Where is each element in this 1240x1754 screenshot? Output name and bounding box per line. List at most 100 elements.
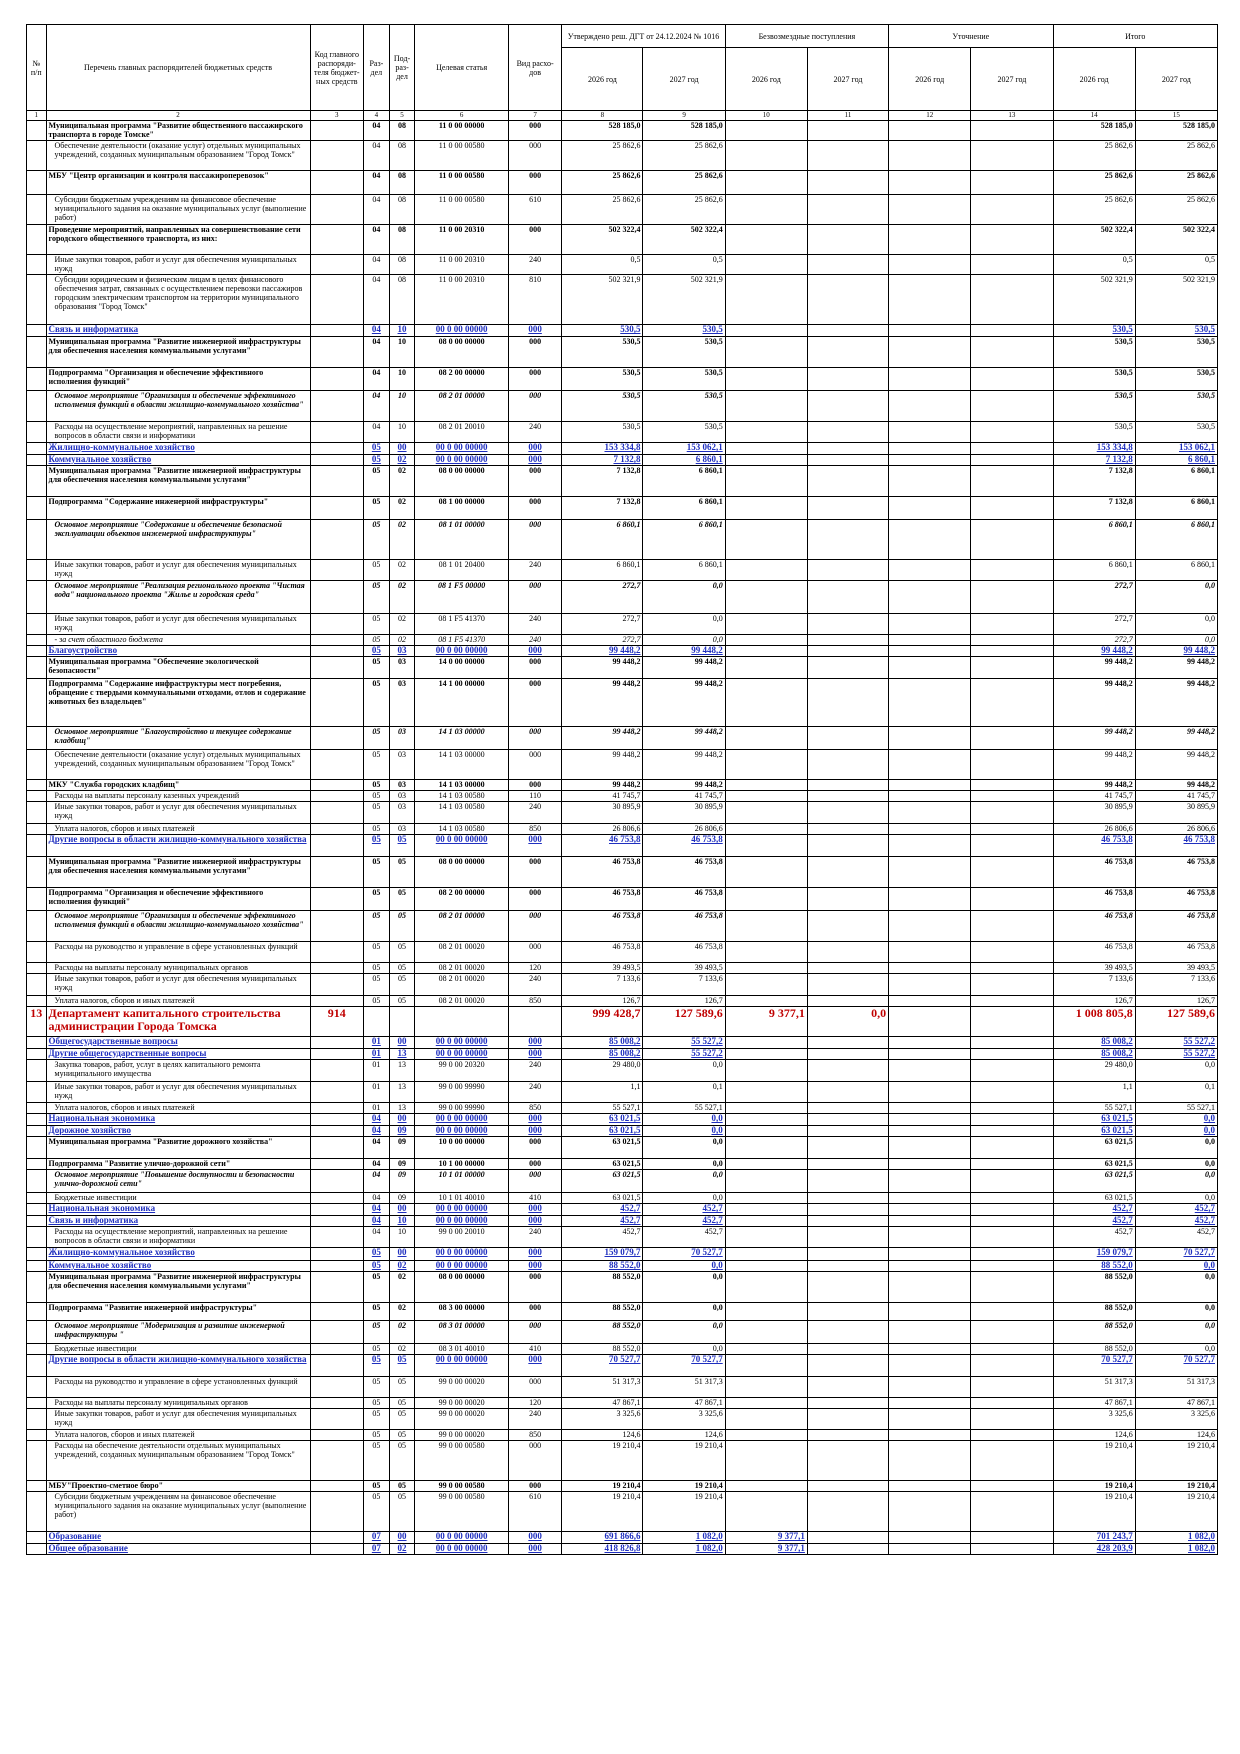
cell-subsection: 02 — [388, 454, 416, 466]
cell-number — [26, 749, 47, 780]
cell-gratuitous-2027 — [806, 580, 890, 614]
cell-subsection: 03 — [388, 656, 416, 679]
cell-total-2026: 55 527,1 — [1052, 1102, 1136, 1114]
cell-approved-2027: 55 527,2 — [642, 1036, 726, 1049]
cell-approved-2027: 0,0 — [642, 1192, 726, 1204]
column-number: 15 — [1134, 110, 1219, 121]
col-no-header: № п/п — [26, 24, 47, 111]
cell-number — [26, 1343, 47, 1355]
cell-number — [26, 1158, 47, 1170]
cell-target-article: 10 1 01 40010 — [414, 1192, 509, 1204]
cell-clarification-2027 — [970, 1226, 1054, 1248]
cell-gratuitous-2026 — [724, 834, 808, 857]
table-row: Иные закупки товаров, работ и услуг для … — [26, 1408, 1219, 1430]
cell-clarification-2027 — [970, 941, 1054, 963]
cell-gratuitous-2027 — [806, 519, 890, 560]
cell-clarification-2027 — [970, 656, 1054, 679]
cell-number — [26, 1048, 47, 1060]
cell-grbs-code — [309, 1491, 365, 1532]
cell-target-article: 99 0 00 20010 — [414, 1226, 509, 1248]
cell-total-2027: 41 745,7 — [1134, 790, 1219, 802]
cell-number — [26, 1125, 47, 1137]
cell-clarification-2027 — [970, 856, 1054, 888]
cell-subsection: 00 — [388, 1531, 416, 1544]
cell-subsection: 10 — [388, 367, 416, 391]
cell-number — [26, 1102, 47, 1114]
cell-subsection — [388, 1006, 416, 1037]
year-2026-header: 2026 год — [1052, 47, 1136, 111]
cell-clarification-2027 — [970, 1302, 1054, 1321]
cell-name: Связь и информатика — [45, 324, 311, 337]
cell-grbs-code — [309, 887, 365, 911]
cell-approved-2026: 272,7 — [561, 613, 644, 635]
cell-name: Иные закупки товаров, работ и услуг для … — [45, 1081, 311, 1103]
cell-total-2026: 528 185,0 — [1052, 120, 1136, 141]
cell-approved-2027: 530,5 — [642, 421, 726, 443]
cell-expense-type: 000 — [507, 1354, 563, 1377]
cell-subsection: 03 — [388, 749, 416, 780]
cell-grbs-code — [309, 1136, 365, 1159]
cell-name: Другие общегосударственные вопросы — [45, 1048, 311, 1060]
cell-subsection: 05 — [388, 887, 416, 911]
table-row: Образование 07 00 00 0 00 00000 000 691 866,6… — [26, 1531, 1219, 1544]
cell-approved-2027: 530,5 — [642, 324, 726, 337]
cell-gratuitous-2027 — [806, 1048, 890, 1060]
cell-grbs-code — [309, 224, 365, 255]
cell-clarification-2027 — [970, 613, 1054, 635]
table-row: МБУ "Центр организации и контроля пассаж… — [26, 170, 1219, 195]
cell-gratuitous-2027 — [806, 779, 890, 791]
cell-section: 05 — [363, 1397, 390, 1409]
cell-total-2026: 88 552,0 — [1052, 1343, 1136, 1355]
cell-clarification-2027 — [970, 801, 1054, 824]
col-name-header: Перечень главных распорядителей бюджетны… — [45, 24, 311, 111]
cell-target-article: 14 1 03 00000 — [414, 726, 509, 750]
cell-approved-2027: 6 860,1 — [642, 465, 726, 497]
table-row: Коммунальное хозяйство 05 02 00 0 00 00000 0… — [26, 454, 1219, 466]
cell-name: Уплата налогов, сборов и иных платежей — [45, 823, 311, 835]
cell-gratuitous-2027 — [806, 465, 890, 497]
cell-total-2027: 530,5 — [1134, 367, 1219, 391]
cell-section: 05 — [363, 801, 390, 824]
column-number: 14 — [1052, 110, 1136, 121]
cell-section: 04 — [363, 1125, 390, 1137]
cell-clarification-2026 — [888, 1531, 972, 1544]
cell-expense-type: 000 — [507, 1125, 563, 1137]
cell-approved-2026: 26 806,6 — [561, 823, 644, 835]
cell-approved-2027: 0,0 — [642, 1113, 726, 1126]
table-row: Субсидии бюджетным учреждениям на финанс… — [26, 1491, 1219, 1532]
cell-subsection: 09 — [388, 1136, 416, 1159]
cell-target-article: 08 1 01 00000 — [414, 519, 509, 560]
cell-name: Благоустройство — [45, 645, 311, 657]
cell-grbs-code — [309, 678, 365, 727]
cell-total-2026: 63 021,5 — [1052, 1192, 1136, 1204]
cell-total-2026: 46 753,8 — [1052, 856, 1136, 888]
cell-section: 05 — [363, 1480, 390, 1492]
cell-target-article: 11 0 00 20310 — [414, 224, 509, 255]
cell-approved-2026: 272,7 — [561, 634, 644, 646]
cell-approved-2026: 99 448,2 — [561, 645, 644, 657]
cell-expense-type: 000 — [507, 390, 563, 422]
cell-name: Расходы на руководство и управление в сф… — [45, 1376, 311, 1398]
table-row: Обеспечение деятельности (оказание услуг… — [26, 749, 1219, 780]
cell-section: 05 — [363, 823, 390, 835]
cell-section: 01 — [363, 1059, 390, 1082]
cell-approved-2026: 7 132,8 — [561, 496, 644, 520]
table-row: Связь и информатика 04 10 00 0 00 00000 000 5… — [26, 324, 1219, 337]
cell-approved-2026: 159 079,7 — [561, 1247, 644, 1261]
cell-approved-2026: 999 428,7 — [561, 1006, 644, 1037]
cell-total-2026: 530,5 — [1052, 421, 1136, 443]
cell-total-2026: 19 210,4 — [1052, 1480, 1136, 1492]
cell-approved-2027: 127 589,6 — [642, 1006, 726, 1037]
cell-number — [26, 465, 47, 497]
cell-gratuitous-2027 — [806, 1081, 890, 1103]
cell-total-2027: 99 448,2 — [1134, 779, 1219, 791]
cell-name: Иные закупки товаров, работ и услуг для … — [45, 801, 311, 824]
table-row: Другие общегосударственные вопросы 01 13 00… — [26, 1048, 1219, 1060]
table-header: № п/п Перечень главных распорядителей бю… — [26, 24, 1219, 121]
cell-gratuitous-2027 — [806, 1113, 890, 1126]
cell-target-article: 08 3 01 00000 — [414, 1320, 509, 1344]
cell-section: 07 — [363, 1531, 390, 1544]
cell-clarification-2027 — [970, 496, 1054, 520]
cell-grbs-code — [309, 1125, 365, 1137]
cell-total-2027: 6 860,1 — [1134, 496, 1219, 520]
